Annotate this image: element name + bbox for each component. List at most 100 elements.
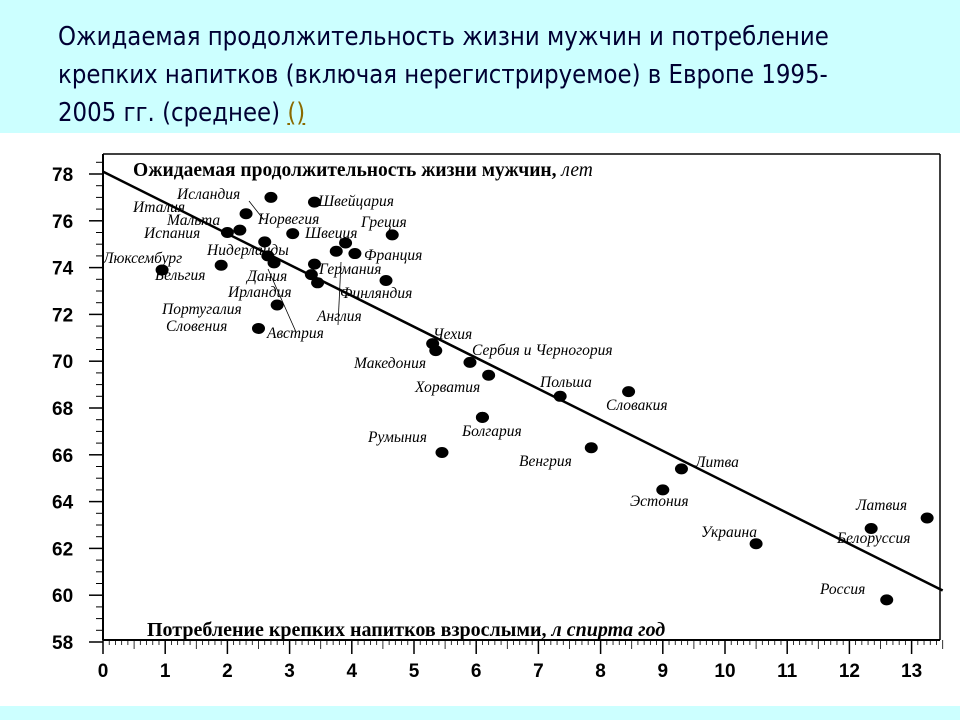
data-point [307,258,321,270]
chart-title-unit: лет [560,160,592,181]
footer-band [0,706,960,720]
data-point [348,248,362,260]
leader-line [267,268,297,333]
x-tick-label: 11 [777,661,798,682]
country-label: Украина [701,524,757,541]
data-point [553,390,567,402]
y-tick-label: 66 [52,446,73,467]
y-tick-label: 72 [52,305,73,326]
data-point [379,274,393,286]
country-label: Венгрия [519,453,572,470]
country-label: Норвегия [257,211,319,228]
country-label: Германия [318,261,382,278]
country-label: Эстония [630,493,689,510]
data-point [463,356,477,368]
country-label: Швеция [304,225,357,242]
country-label: Словения [166,318,227,335]
data-point [656,484,670,496]
country-label: Португалия [161,301,242,318]
slide-title: Ожидаемая продолжительность жизни мужчин… [58,18,832,132]
data-point [286,228,300,240]
y-tick-label: 64 [52,493,74,514]
x-tick-label: 2 [222,661,233,682]
x-tick-label: 10 [714,661,735,682]
slide-title-text: Ожидаемая продолжительность жизни мужчин… [58,22,829,128]
data-point [475,411,489,423]
y-tick-label: 74 [52,259,74,280]
x-tick-label: 9 [658,661,669,682]
title-link[interactable]: () [287,98,306,128]
leader-line [248,200,265,221]
x-tick-label: 4 [347,661,358,682]
data-point [749,538,763,550]
country-label: Польша [539,374,592,391]
country-label: Исландия [176,186,240,203]
country-label: Франция [364,247,422,264]
x-tick-label: 1 [160,661,171,682]
country-label: Румыния [367,429,427,446]
data-point [252,322,265,334]
country-label: Македония [353,355,426,372]
data-point [435,446,449,458]
country-label: Литва [694,454,739,471]
data-point [385,229,399,241]
leader-line [337,261,342,326]
country-label: Австрия [266,325,324,342]
country-label: Швейцария [317,193,394,210]
chart-title: Ожидаемая продолжительность жизни мужчин… [133,160,593,181]
x-tick-label: 13 [901,661,922,682]
x-tick-label: 8 [595,661,606,682]
data-point [329,245,343,257]
trend-line [102,170,944,592]
data-point [311,277,325,289]
x-tick-label: 3 [284,661,295,682]
country-label: Италия [132,199,185,216]
x-tick-label: 0 [98,661,109,682]
data-point [220,227,234,238]
y-tick-label: 60 [52,586,73,607]
y-tick-label: 70 [52,352,73,373]
x-tick-label: 12 [839,661,860,682]
country-label: Люксембург [102,250,182,267]
country-label: Болгария [461,423,522,440]
x-tick-label: 6 [471,661,482,682]
x-axis-title-main: Потребление крепких напитков взрослыми, [147,619,552,641]
data-point [304,269,318,281]
data-point [584,442,598,454]
country-label: Финляндия [340,285,412,302]
country-label: Латвия [855,497,907,514]
x-tick-label: 5 [409,661,420,682]
data-point [155,264,169,276]
x-axis-title: Потребление крепких напитков взрослыми, … [147,619,665,641]
y-tick-label: 78 [52,165,73,186]
y-tick-label: 76 [52,212,73,233]
country-label: Мальта [166,212,220,229]
data-point [622,386,636,398]
title-band [0,0,960,133]
data-point [239,208,253,220]
data-point [339,237,353,249]
chart-title-main: Ожидаемая продолжительность жизни мужчин… [133,160,561,181]
x-tick-label: 7 [533,661,544,682]
data-point [233,224,247,236]
data-point [261,250,275,262]
data-point [429,345,443,357]
data-point [880,594,894,606]
country-label: Дания [245,268,287,285]
country-label: Хорватия [414,379,480,396]
country-label: Ирландия [227,284,292,301]
country-label: Англия [316,308,362,325]
data-point [482,369,496,381]
data-point [307,196,321,208]
y-tick-label: 58 [52,633,73,654]
country-label: Чехия [433,326,472,343]
data-point [920,512,934,524]
country-label: Россия [819,581,865,598]
data-points [155,191,934,606]
country-label: Сербия и Черногория [472,342,613,359]
country-label: Бельгия [154,267,205,284]
country-label: Нидерланды [206,242,289,259]
